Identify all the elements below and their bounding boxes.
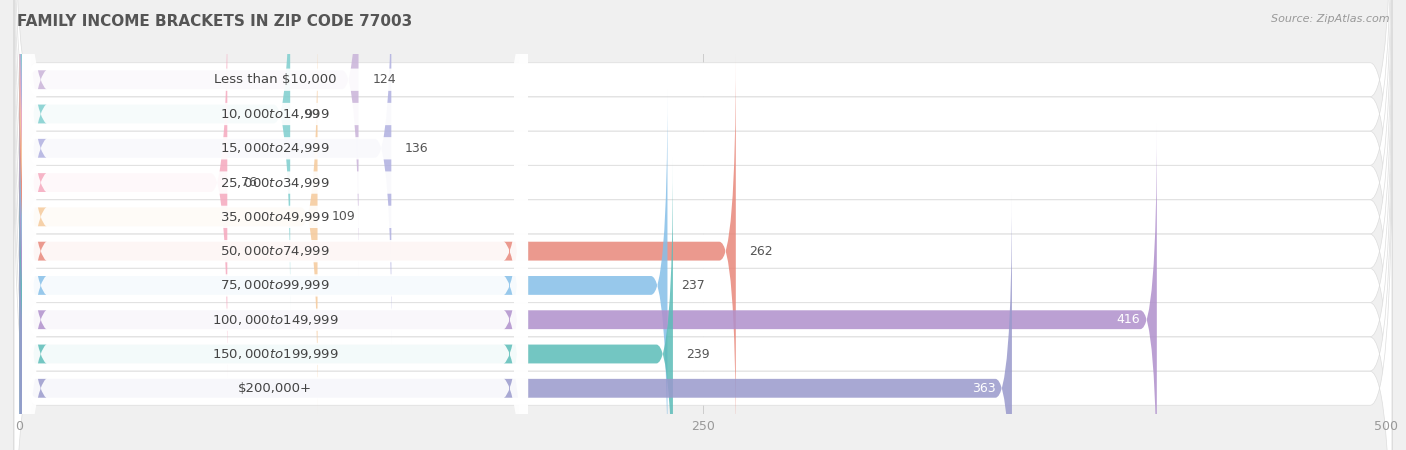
FancyBboxPatch shape [20,55,735,447]
Text: $75,000 to $99,999: $75,000 to $99,999 [221,279,330,292]
FancyBboxPatch shape [14,0,1392,440]
FancyBboxPatch shape [22,22,529,450]
Text: FAMILY INCOME BRACKETS IN ZIP CODE 77003: FAMILY INCOME BRACKETS IN ZIP CODE 77003 [17,14,412,28]
FancyBboxPatch shape [22,0,529,450]
Text: $150,000 to $199,999: $150,000 to $199,999 [212,347,339,361]
Text: 136: 136 [405,142,429,155]
Text: 262: 262 [749,245,773,258]
FancyBboxPatch shape [14,0,1392,450]
FancyBboxPatch shape [22,0,529,450]
FancyBboxPatch shape [20,0,359,276]
FancyBboxPatch shape [22,0,529,446]
FancyBboxPatch shape [14,63,1392,450]
FancyBboxPatch shape [22,0,529,450]
Text: $35,000 to $49,999: $35,000 to $49,999 [221,210,330,224]
FancyBboxPatch shape [14,28,1392,450]
FancyBboxPatch shape [20,21,318,413]
FancyBboxPatch shape [20,0,290,310]
FancyBboxPatch shape [22,0,529,450]
Text: $50,000 to $74,999: $50,000 to $74,999 [221,244,330,258]
FancyBboxPatch shape [20,192,1012,450]
Text: Less than $10,000: Less than $10,000 [214,73,336,86]
FancyBboxPatch shape [14,0,1392,405]
FancyBboxPatch shape [14,97,1392,450]
Text: Source: ZipAtlas.com: Source: ZipAtlas.com [1271,14,1389,23]
Text: 237: 237 [681,279,704,292]
FancyBboxPatch shape [20,158,673,450]
Text: $15,000 to $24,999: $15,000 to $24,999 [221,141,330,155]
FancyBboxPatch shape [22,0,529,450]
FancyBboxPatch shape [22,0,529,411]
FancyBboxPatch shape [14,0,1392,337]
Text: $100,000 to $149,999: $100,000 to $149,999 [212,313,339,327]
FancyBboxPatch shape [14,131,1392,450]
Text: $25,000 to $34,999: $25,000 to $34,999 [221,176,330,189]
FancyBboxPatch shape [20,0,228,379]
FancyBboxPatch shape [20,123,1157,450]
Text: 99: 99 [304,108,319,121]
FancyBboxPatch shape [22,0,529,450]
Text: 109: 109 [332,210,354,223]
Text: $200,000+: $200,000+ [238,382,312,395]
Text: 239: 239 [686,347,710,360]
Text: 124: 124 [373,73,396,86]
FancyBboxPatch shape [20,89,668,450]
FancyBboxPatch shape [22,57,529,450]
FancyBboxPatch shape [20,0,391,345]
Text: 76: 76 [240,176,257,189]
Text: 416: 416 [1116,313,1140,326]
FancyBboxPatch shape [14,0,1392,450]
Text: 363: 363 [972,382,995,395]
Text: $10,000 to $14,999: $10,000 to $14,999 [221,107,330,121]
FancyBboxPatch shape [14,0,1392,371]
